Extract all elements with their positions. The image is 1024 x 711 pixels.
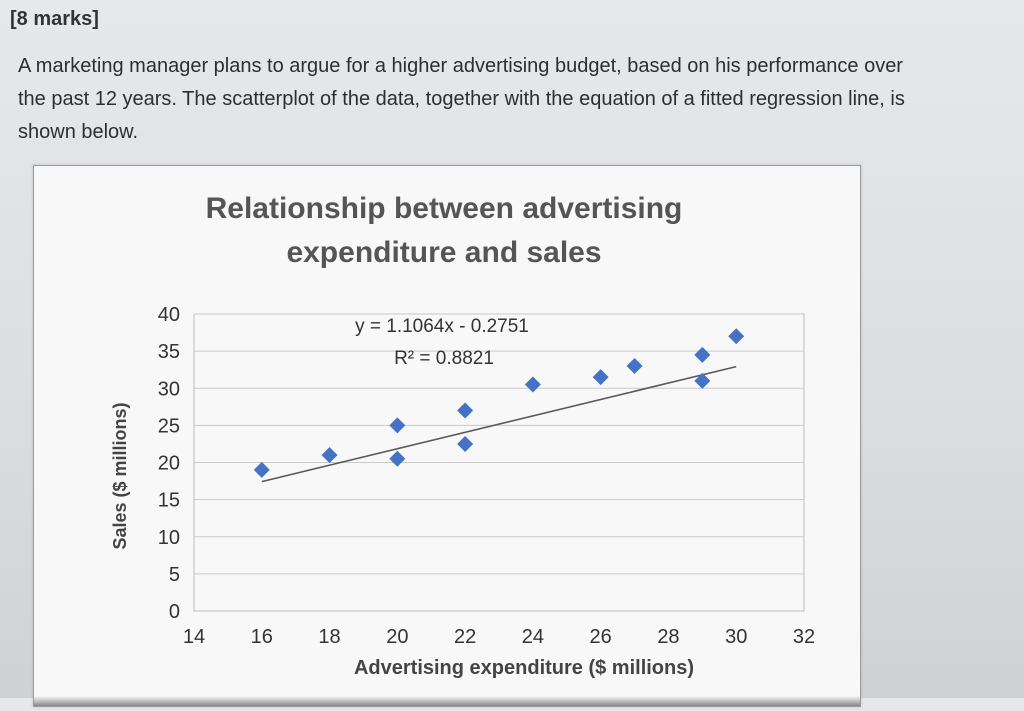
data-point [321,447,338,464]
x-tick-label: 20 [386,626,408,648]
x-tick-label: 18 [318,626,340,648]
x-tick-label: 26 [590,626,612,648]
question-line-1: A marketing manager plans to argue for a… [18,55,903,77]
data-point [389,417,406,434]
x-tick-labels: 14 16 18 20 22 24 26 28 30 32 [183,626,815,648]
y-tick-label: 5 [169,564,180,586]
data-point [457,402,474,419]
y-tick-label: 15 [158,490,180,512]
y-tick-label: 10 [158,527,180,549]
trendline [261,365,737,483]
data-points [253,328,745,478]
y-tick-label: 20 [158,453,180,475]
data-point [694,372,711,389]
equation-label: y = 1.1064x - 0.2751 [355,316,529,337]
question-line-2: the past 12 years. The scatterplot of th… [18,88,905,110]
y-tick-label: 40 [158,304,180,326]
x-tick-label: 30 [725,626,747,648]
x-tick-label: 22 [454,626,476,648]
chart-figure: Relationship between advertising expendi… [33,165,861,707]
chart-title-line-2: expenditure and sales [286,236,601,269]
data-point [626,357,643,374]
y-tick-label: 0 [169,601,180,623]
x-axis-label: Advertising expenditure ($ millions) [354,657,694,679]
y-tick-label: 25 [158,415,180,437]
y-tick-labels: 0 5 10 15 20 25 30 35 40 [158,304,180,623]
y-axis-label: Sales ($ millions) [110,402,130,549]
chart-title-line-1: Relationship between advertising [206,192,683,225]
x-tick-label: 32 [793,626,815,648]
trendline-group [261,365,737,483]
data-point [524,376,541,393]
gridlines [193,313,805,612]
scatter-chart: Relationship between advertising expendi… [110,192,815,679]
x-tick-label: 24 [522,626,544,648]
marks-label: [8 marks] [10,8,99,30]
data-point [728,328,745,345]
data-point [253,461,270,478]
y-tick-label: 35 [158,341,180,363]
x-tick-label: 28 [657,626,679,648]
question-text: A marketing manager plans to argue for a… [18,50,1008,149]
data-point [592,369,609,386]
x-tick-label: 16 [251,626,273,648]
y-tick-label: 30 [158,378,180,400]
r-squared-label: R² = 0.8821 [394,348,494,369]
question-line-3: shown below. [18,121,139,143]
data-point [694,346,711,363]
data-point [389,450,406,467]
data-point [457,435,474,452]
x-tick-label: 14 [183,626,205,648]
